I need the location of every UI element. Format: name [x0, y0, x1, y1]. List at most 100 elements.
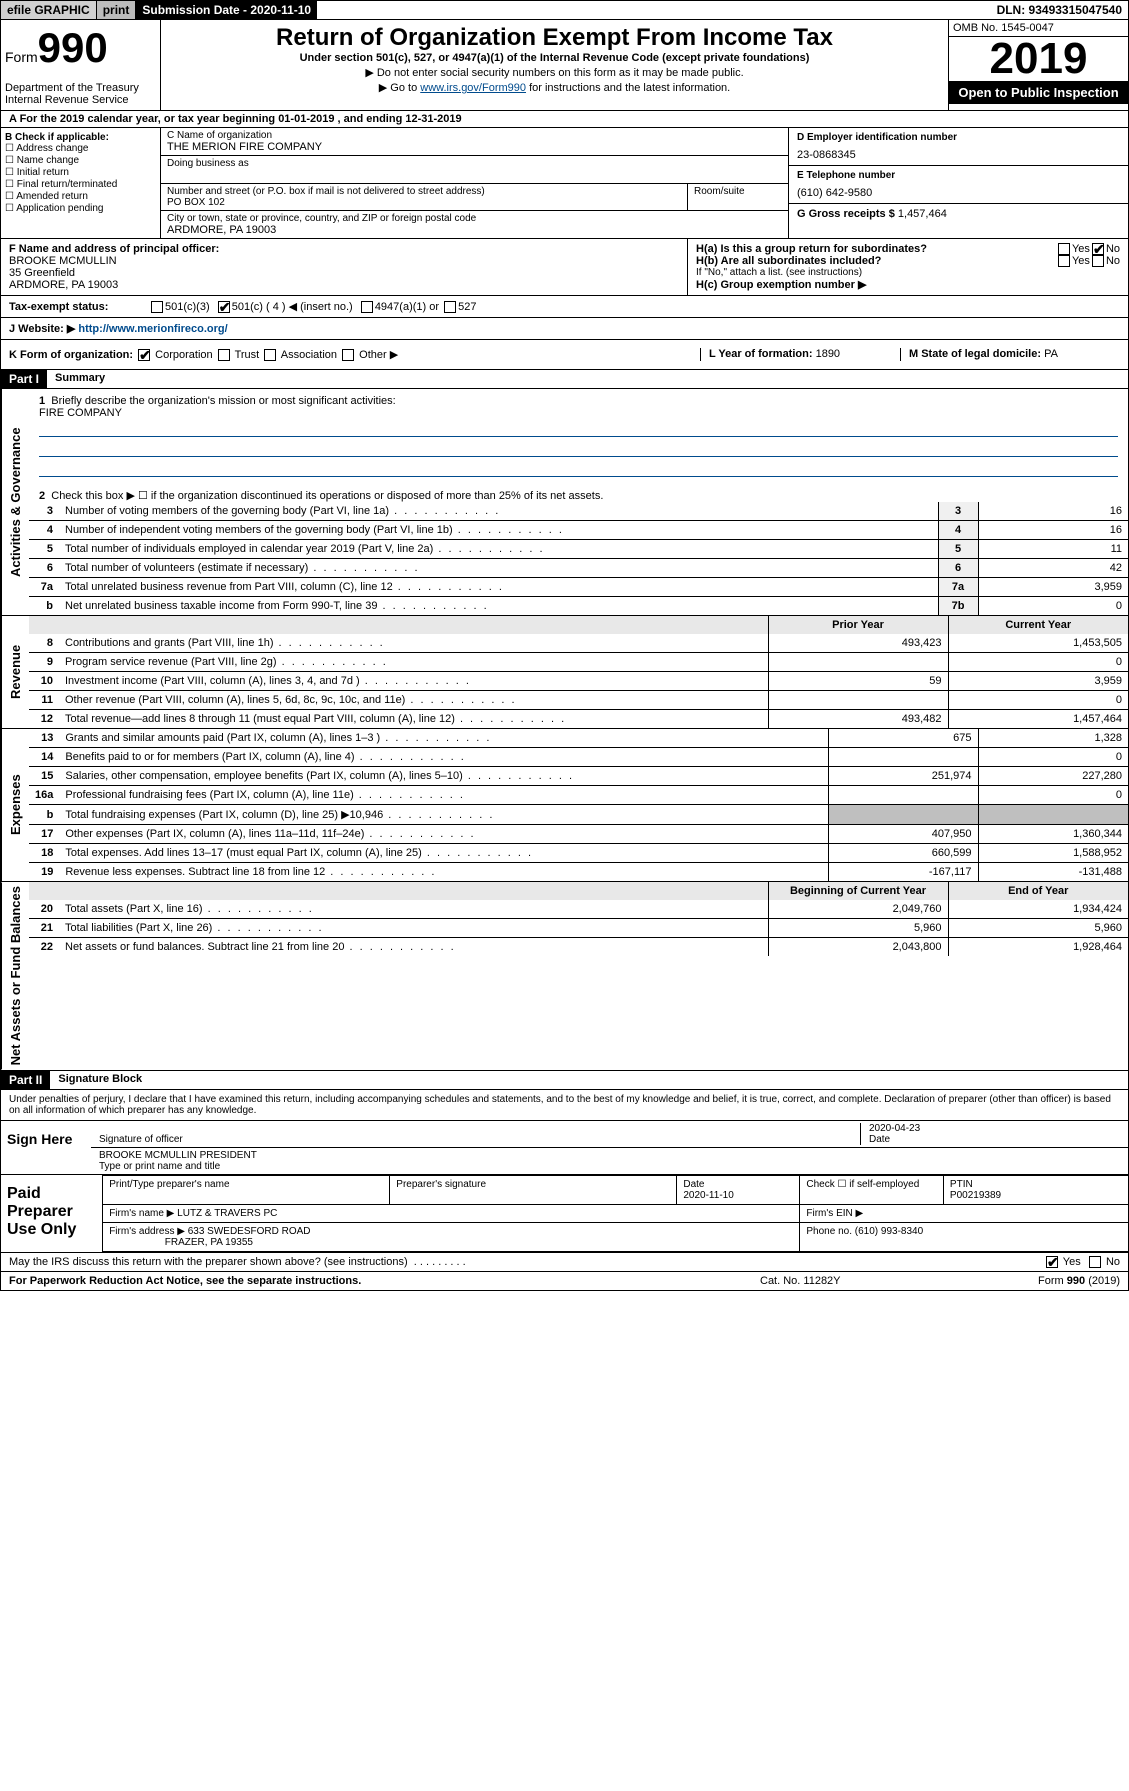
- discuss-label: May the IRS discuss this return with the…: [9, 1256, 408, 1268]
- section-f-label: F Name and address of principal officer:: [9, 243, 219, 255]
- discuss-row: May the IRS discuss this return with the…: [0, 1253, 1129, 1272]
- section-governance: Activities & Governance 1 Briefly descri…: [0, 389, 1129, 616]
- form-prefix: Form: [5, 49, 38, 65]
- section-c-label: C Name of organization: [167, 130, 782, 141]
- ha-yes-checkbox[interactable]: [1058, 243, 1070, 255]
- firm-addr-label: Firm's address ▶: [109, 1226, 185, 1237]
- irs-label: Internal Revenue Service: [5, 94, 156, 106]
- year-formation-value: 1890: [816, 348, 840, 360]
- discuss-no-checkbox[interactable]: [1089, 1256, 1101, 1268]
- form-org-label: K Form of organization:: [9, 349, 133, 361]
- revenue-table: Prior Year Current Year 8Contributions a…: [29, 616, 1128, 728]
- address-label: Number and street (or P.O. box if mail i…: [167, 186, 681, 197]
- top-bar: efile GRAPHIC print Submission Date - 20…: [0, 0, 1129, 20]
- chk-501c3[interactable]: [151, 301, 163, 313]
- form-ref: Form 990 (2019): [1038, 1275, 1120, 1287]
- ptin-label: PTIN: [950, 1179, 973, 1190]
- dln-label: DLN: 93493315047540: [991, 1, 1128, 19]
- typed-name: BROOKE MCMULLIN PRESIDENT: [99, 1150, 257, 1161]
- gross-receipts-value: 1,457,464: [898, 208, 947, 220]
- irs-link[interactable]: www.irs.gov/Form990: [420, 82, 526, 94]
- revenue-vlabel: Revenue: [1, 616, 29, 728]
- paid-preparer-table: Print/Type preparer's name Preparer's si…: [102, 1175, 1128, 1252]
- table-row: 4Number of independent voting members of…: [29, 521, 1128, 540]
- chk-name-change[interactable]: ☐ Name change: [5, 155, 156, 166]
- chk-corporation[interactable]: [138, 349, 150, 361]
- table-row: 17Other expenses (Part IX, column (A), l…: [29, 825, 1128, 844]
- table-row: bNet unrelated business taxable income f…: [29, 597, 1128, 616]
- gross-receipts-label: G Gross receipts $: [797, 208, 895, 220]
- expenses-table: 13Grants and similar amounts paid (Part …: [29, 729, 1128, 881]
- city-label: City or town, state or province, country…: [167, 213, 782, 224]
- firm-ein-label: Firm's EIN ▶: [806, 1208, 863, 1219]
- chk-amended-return[interactable]: ☐ Amended return: [5, 191, 156, 202]
- table-row: 12Total revenue—add lines 8 through 11 (…: [29, 710, 1128, 729]
- table-row: 9Program service revenue (Part VIII, lin…: [29, 653, 1128, 672]
- year-formation-label: L Year of formation:: [709, 348, 813, 360]
- phone-label: E Telephone number: [797, 170, 1120, 181]
- paid-preparer-label: Paid Preparer Use Only: [1, 1175, 102, 1252]
- sign-here-label: Sign Here: [1, 1121, 91, 1174]
- website-link[interactable]: http://www.merionfireco.org/: [78, 323, 227, 335]
- table-row: 22Net assets or fund balances. Subtract …: [29, 938, 1128, 957]
- col-beginning-year: Beginning of Current Year: [768, 882, 948, 900]
- form-990-number: 990: [38, 24, 108, 71]
- table-row: 11Other revenue (Part VIII, column (A), …: [29, 691, 1128, 710]
- hb-yes-checkbox[interactable]: [1058, 255, 1070, 267]
- address-value: PO BOX 102: [167, 197, 681, 208]
- hb-label: H(b) Are all subordinates included?: [696, 255, 881, 267]
- mission-text: FIRE COMPANY: [39, 407, 122, 419]
- netassets-table: Beginning of Current Year End of Year 20…: [29, 882, 1128, 956]
- part2-header: Part II Signature Block: [0, 1071, 1129, 1090]
- chk-address-change[interactable]: ☐ Address change: [5, 143, 156, 154]
- tax-status-label: Tax-exempt status:: [9, 301, 149, 313]
- section-revenue: Revenue Prior Year Current Year 8Contrib…: [0, 616, 1129, 729]
- department-label: Department of the Treasury: [5, 82, 156, 94]
- signature-section: Under penalties of perjury, I declare th…: [0, 1090, 1129, 1253]
- chk-initial-return[interactable]: ☐ Initial return: [5, 167, 156, 178]
- dba-label: Doing business as: [167, 158, 782, 169]
- discuss-yes-checkbox[interactable]: [1046, 1256, 1058, 1268]
- hb-no-checkbox[interactable]: [1092, 255, 1104, 267]
- prep-date: 2020-11-10: [683, 1190, 733, 1201]
- prep-date-label: Date: [683, 1179, 704, 1190]
- col-prior-year: Prior Year: [768, 616, 948, 634]
- table-row: 13Grants and similar amounts paid (Part …: [29, 729, 1128, 748]
- chk-527[interactable]: [444, 301, 456, 313]
- section-expenses: Expenses 13Grants and similar amounts pa…: [0, 729, 1129, 882]
- sig-officer-label: Signature of officer: [99, 1134, 183, 1145]
- prep-name-label: Print/Type preparer's name: [103, 1175, 390, 1204]
- firm-phone: (610) 993-8340: [855, 1226, 923, 1237]
- chk-association[interactable]: [264, 349, 276, 361]
- open-public-badge: Open to Public Inspection: [949, 81, 1128, 104]
- print-button[interactable]: print: [96, 1, 136, 19]
- chk-application-pending[interactable]: ☐ Application pending: [5, 203, 156, 214]
- q1-label: Briefly describe the organization's miss…: [51, 395, 395, 407]
- state-domicile-label: M State of legal domicile:: [909, 348, 1041, 360]
- tax-year: 2019: [949, 37, 1128, 81]
- table-row: 14Benefits paid to or for members (Part …: [29, 748, 1128, 767]
- chk-final-return[interactable]: ☐ Final return/terminated: [5, 179, 156, 190]
- ha-no-checkbox[interactable]: [1092, 243, 1104, 255]
- chk-4947[interactable]: [361, 301, 373, 313]
- chk-trust[interactable]: [218, 349, 230, 361]
- city-value: ARDMORE, PA 19003: [167, 224, 782, 236]
- org-name: THE MERION FIRE COMPANY: [167, 141, 782, 153]
- phone-value: (610) 642-9580: [797, 187, 1120, 199]
- part1-header: Part I Summary: [0, 370, 1129, 389]
- typed-name-label: Type or print name and title: [99, 1161, 220, 1172]
- form-header: Form990 Department of the Treasury Inter…: [0, 20, 1129, 111]
- table-row: 8Contributions and grants (Part VIII, li…: [29, 634, 1128, 653]
- date-label: Date: [869, 1134, 890, 1145]
- firm-name-label: Firm's name ▶: [109, 1208, 174, 1219]
- governance-table: 3Number of voting members of the governi…: [29, 502, 1128, 615]
- form-subtitle: Under section 501(c), 527, or 4947(a)(1)…: [165, 52, 944, 64]
- bottom-note: For Paperwork Reduction Act Notice, see …: [0, 1272, 1129, 1291]
- entity-block: B Check if applicable: ☐ Address change …: [0, 128, 1129, 239]
- table-row: 7aTotal unrelated business revenue from …: [29, 578, 1128, 597]
- chk-501c[interactable]: [218, 301, 230, 313]
- row-j-website: J Website: ▶ http://www.merionfireco.org…: [0, 318, 1129, 340]
- self-employed-check[interactable]: Check ☐ if self-employed: [800, 1175, 944, 1204]
- col-current-year: Current Year: [948, 616, 1128, 634]
- chk-other[interactable]: [342, 349, 354, 361]
